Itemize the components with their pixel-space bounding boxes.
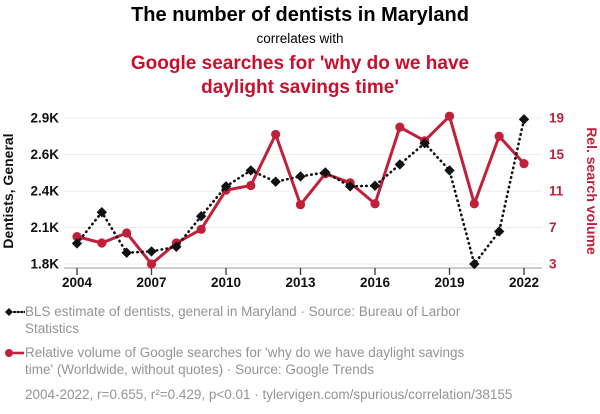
data-point-marker xyxy=(519,159,529,169)
stats-citation: 2004-2022, r=0.655, r²=0.429, p<0.01 · t… xyxy=(25,387,513,402)
legend-searches-line1: Relative volume of Google searches for '… xyxy=(25,345,465,360)
page-title: The number of dentists in Maryland xyxy=(131,4,469,26)
svg-text:2.9K: 2.9K xyxy=(30,111,59,126)
svg-text:3: 3 xyxy=(549,257,557,272)
data-point-marker xyxy=(245,165,257,176)
correlates-with-label: correlates with xyxy=(256,31,344,46)
data-point-marker xyxy=(71,238,83,249)
data-point-marker xyxy=(444,165,455,176)
data-point-marker xyxy=(493,226,505,237)
data-point-marker xyxy=(195,211,207,222)
svg-text:2022: 2022 xyxy=(509,275,539,290)
svg-text:1.8K: 1.8K xyxy=(30,257,59,272)
data-point-marker xyxy=(121,247,132,258)
svg-text:2007: 2007 xyxy=(136,275,166,290)
right-axis-title: Rel. search volume xyxy=(584,127,600,255)
red-circle-solid-line-icon xyxy=(5,349,24,357)
legend-text-dentists: BLS estimate of dentists, general in Mar… xyxy=(25,303,460,337)
data-point-marker xyxy=(369,180,381,191)
legend-item-searches: Relative volume of Google searches for '… xyxy=(4,344,594,378)
data-point-marker xyxy=(271,129,281,140)
legend: BLS estimate of dentists, general in Mar… xyxy=(4,303,594,402)
data-point-marker xyxy=(469,199,479,209)
data-point-marker xyxy=(146,246,157,257)
data-point-marker xyxy=(419,138,430,149)
legend-searches-line2: time' (Worldwide, without quotes) · Sour… xyxy=(25,362,374,377)
svg-text:2004: 2004 xyxy=(62,275,93,290)
data-point-marker xyxy=(395,122,405,132)
svg-text:11: 11 xyxy=(549,184,564,199)
data-point-marker xyxy=(246,180,256,191)
right-axis-tick-labels: 3 7 11 15 19 xyxy=(549,111,565,272)
data-point-marker xyxy=(196,224,206,234)
legend-text-searches: Relative volume of Google searches for '… xyxy=(25,344,464,378)
series-dentists xyxy=(71,114,530,270)
data-point-marker xyxy=(295,200,306,210)
data-point-marker xyxy=(220,181,232,192)
left-axis-title: Dentists, General xyxy=(0,133,16,248)
data-point-marker xyxy=(344,181,356,192)
svg-text:15: 15 xyxy=(549,147,565,162)
legend-item-dentists: BLS estimate of dentists, general in Mar… xyxy=(4,303,594,337)
data-point-marker xyxy=(146,259,157,269)
chart-canvas: 1.8K 2.1K 2.4K 2.6K 2.9K 3 7 11 15 19 2004 2007 2010… xyxy=(0,111,600,291)
data-point-marker xyxy=(270,176,281,187)
svg-text:2013: 2013 xyxy=(285,275,316,290)
black-diamond-dotted-line-icon xyxy=(5,308,25,316)
data-point-marker xyxy=(370,199,380,209)
data-point-marker xyxy=(394,159,406,170)
svg-text:2.6K: 2.6K xyxy=(30,147,59,162)
data-point-marker xyxy=(171,241,182,252)
svg-text:2016: 2016 xyxy=(360,275,391,290)
svg-text:2.1K: 2.1K xyxy=(30,220,59,235)
data-point-marker xyxy=(518,114,530,125)
left-axis-tick-labels: 1.8K 2.1K 2.4K 2.6K 2.9K xyxy=(30,111,59,272)
svg-text:7: 7 xyxy=(549,220,557,235)
data-point-marker xyxy=(97,238,107,248)
gridlines xyxy=(64,117,542,265)
data-point-marker xyxy=(295,171,306,182)
x-axis: 2004 2007 2010 2013 2016 2019 2022 xyxy=(62,267,542,290)
data-point-marker xyxy=(96,207,108,218)
svg-text:2010: 2010 xyxy=(211,275,241,290)
secondary-title: Google searches for 'why do we have dayl… xyxy=(0,52,600,100)
legend-dentists-line2: Statistics xyxy=(25,321,80,336)
legend-dentists-line1: BLS estimate of dentists, general in Mar… xyxy=(25,304,461,319)
series-searches xyxy=(72,111,529,269)
secondary-title-text: Google searches for 'why do we have dayl… xyxy=(130,53,470,98)
svg-text:2.4K: 2.4K xyxy=(30,184,59,199)
data-point-marker xyxy=(469,258,480,270)
svg-text:2019: 2019 xyxy=(434,275,464,290)
svg-text:19: 19 xyxy=(549,111,564,126)
data-point-marker xyxy=(122,228,132,238)
data-point-marker xyxy=(444,111,455,121)
data-point-marker xyxy=(494,131,504,141)
